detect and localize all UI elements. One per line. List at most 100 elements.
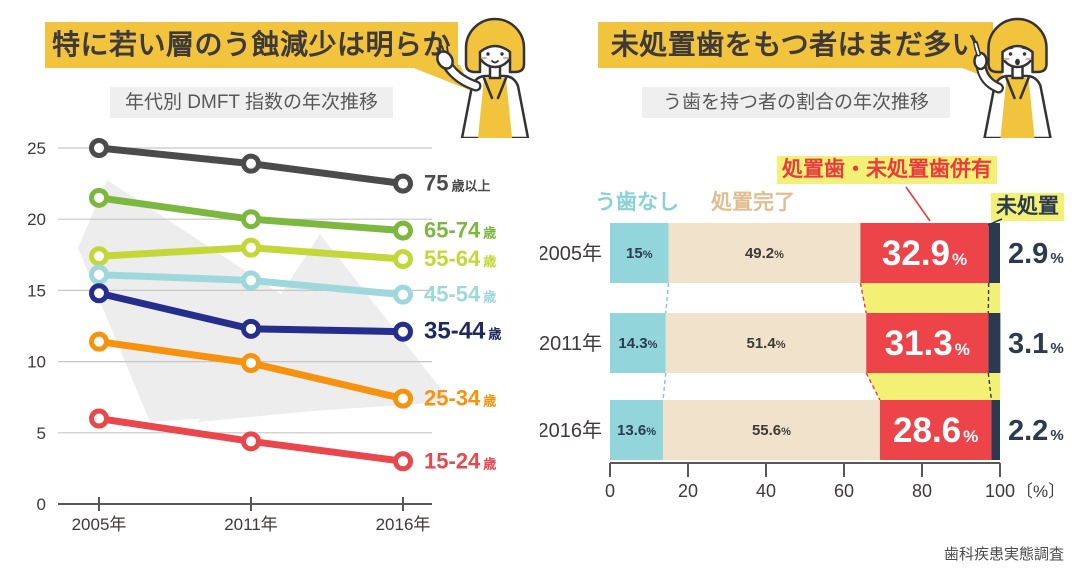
series-label-15-24: 15-24 歳	[424, 448, 496, 473]
surprised-mouth	[1015, 58, 1020, 66]
legend-both-treated-untreated: 処置歯・未処置歯併有	[777, 156, 997, 184]
data-point	[393, 249, 413, 270]
x-axis-tick-label: 60	[834, 481, 854, 501]
data-point	[241, 318, 261, 339]
data-point	[241, 431, 261, 452]
bar-segment-1	[663, 400, 880, 460]
x-axis-unit-label: 〔%〕	[1016, 482, 1065, 501]
legend-treated: 処置完了	[711, 191, 795, 214]
shirt	[1000, 78, 1035, 138]
data-point	[393, 284, 413, 305]
smile-mouth	[491, 60, 499, 64]
bar-segment-3	[988, 313, 1001, 373]
segment-value-label-outside: 2.9%	[1008, 238, 1064, 270]
right-chart-subtitle: う歯を持つ者の割合の年次推移	[642, 87, 950, 118]
segment-value-label-large: 28.6%	[893, 411, 978, 450]
data-point	[393, 388, 413, 409]
caries-connector-band	[860, 283, 1000, 313]
x-axis-tick-label: 0	[605, 481, 615, 501]
data-point	[89, 283, 109, 304]
data-point	[89, 246, 109, 267]
data-point	[89, 264, 109, 285]
pointer-line-both	[905, 186, 931, 222]
pointer-line-untreated	[987, 218, 1003, 226]
segment-value-label: 55.6%	[752, 422, 791, 439]
right-chart-subtitle-text: う歯を持つ者の割合の年次推移	[662, 92, 929, 113]
bar-segment-1	[665, 313, 867, 373]
data-point	[393, 220, 413, 241]
x-axis-tick-label: 40	[756, 481, 776, 501]
series-label-65-74: 65-74 歳	[424, 218, 496, 243]
left-chart-subtitle: 年代別 DMFT 指数の年次推移	[110, 87, 393, 118]
y-axis-tick-label: 0	[37, 495, 46, 514]
x-axis-tick-label: 2011年	[224, 515, 278, 534]
caries-stacked-bar-chart: 2005年 15% 49.2% 32.9% 2.9 % 2011年 14.3% 51.4% 31.…	[540, 186, 1065, 501]
y-axis-tick-label: 5	[37, 424, 46, 443]
left-chart-subtitle-text: 年代別 DMFT 指数の年次推移	[125, 92, 378, 113]
segment-value-label: 13.6%	[617, 422, 656, 439]
presenter-right-illustration	[973, 17, 1052, 138]
data-point	[393, 321, 413, 342]
left-headline-text: 特に若い層のう蝕減少は明らか	[51, 29, 451, 60]
data-point	[241, 153, 261, 174]
legend-untreated: 未処置	[991, 193, 1064, 221]
right-headline-banner: 未処置歯をもつ者はまだ多い	[598, 22, 993, 68]
dashed-connector-navy	[987, 372, 993, 401]
data-point	[241, 237, 261, 258]
source-citation: 歯科疾患実態調査	[943, 546, 1064, 563]
series-label-75: 75 歳以上	[424, 171, 491, 196]
shirt	[478, 78, 512, 138]
data-point	[89, 408, 109, 429]
legend-no-caries: う歯なし	[595, 191, 679, 214]
presenter-left-illustration	[436, 17, 530, 138]
bar-segment-3	[988, 223, 1000, 283]
segment-value-label: 14.3%	[618, 335, 657, 352]
x-axis-tick-label: 2005年	[72, 515, 127, 534]
bar-segment-2	[860, 223, 989, 283]
bar-segment-1	[668, 223, 861, 283]
hair	[464, 17, 526, 74]
dmft-line-chart: 0 5 10 15 20 25 2005年 2011年 2016年 75 歳以上 65-74 歳 55-6…	[27, 138, 501, 534]
x-axis-tick-label: 80	[912, 481, 932, 501]
bar-segment-0	[610, 223, 669, 283]
bar-year-label: 2011年	[540, 332, 602, 355]
y-axis-tick-label: 10	[27, 353, 46, 372]
x-axis-tick-label: 2016年	[376, 515, 431, 534]
y-axis-tick-label: 15	[27, 281, 46, 300]
data-point	[241, 209, 261, 230]
bar-segment-2	[866, 313, 989, 373]
data-point	[393, 451, 413, 472]
dashed-connector-cyan	[665, 282, 670, 314]
data-point	[89, 187, 109, 208]
series-label-45-54: 45-54 歳	[424, 282, 496, 307]
data-point	[241, 270, 261, 291]
segment-value-label-large: 31.3%	[885, 324, 970, 363]
x-axis-tick-label: 100	[985, 481, 1015, 501]
bar-segment-2	[879, 400, 992, 460]
segment-value-label-outside: 2.2%	[1008, 415, 1064, 447]
bar-year-label: 2005年	[540, 242, 602, 265]
segment-value-label: 49.2%	[745, 245, 784, 262]
bar-year-label: 2016年	[540, 419, 602, 442]
right-headline-text: 未処置歯をもつ者はまだ多い	[610, 29, 981, 60]
data-point	[89, 331, 109, 352]
series-label-35-44: 35-44 歳	[424, 318, 501, 345]
caries-connector-band	[866, 373, 1000, 400]
bar-segment-3	[991, 400, 1000, 460]
segment-value-label: 15%	[626, 245, 653, 262]
data-point	[89, 138, 109, 158]
dashed-connector-cyan	[662, 372, 667, 401]
dashed-connector-red	[865, 372, 881, 401]
segment-value-label-outside: 3.1%	[1008, 328, 1064, 360]
x-axis-tick-label: 20	[678, 481, 698, 501]
dashed-connector-red	[859, 282, 867, 314]
index-finger	[974, 43, 980, 55]
segment-value-label: 51.4%	[747, 335, 786, 352]
series-label-25-34: 25-34 歳	[424, 386, 496, 411]
hair	[987, 17, 1048, 74]
data-point	[393, 173, 413, 194]
series-label-55-64: 55-64 歳	[424, 246, 496, 271]
left-headline-banner: 特に若い層のう蝕減少は明らか	[45, 22, 458, 68]
bar-segment-0	[610, 400, 664, 460]
